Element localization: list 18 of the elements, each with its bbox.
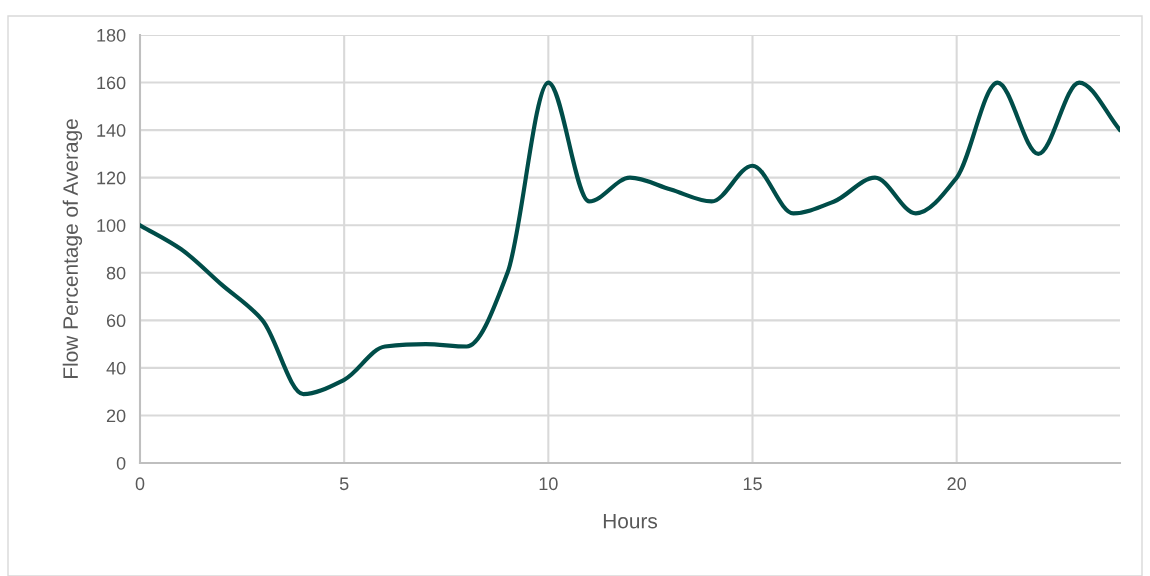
y-tick-label: 0 [116, 456, 126, 470]
y-tick-label: 140 [97, 124, 126, 137]
x-tick-label: 0 [135, 477, 145, 491]
y-tick-label: 80 [106, 266, 126, 280]
y-axis-title: Flow Percentage of Average [62, 119, 83, 378]
x-tick-label: 20 [947, 477, 966, 491]
y-tick-label: 120 [97, 171, 126, 185]
x-tick-label: 5 [339, 477, 349, 491]
y-tick-label: 100 [97, 219, 126, 232]
y-tick-label: 20 [106, 409, 126, 423]
line-series [140, 80, 1120, 397]
y-tick-label: 40 [106, 361, 126, 375]
x-axis-title: Hours [603, 513, 658, 529]
y-tick-label: 160 [97, 76, 126, 90]
y-tick-label: 60 [106, 314, 126, 328]
x-tick-label: 15 [743, 477, 762, 491]
x-tick-label: 10 [539, 477, 558, 491]
y-tick-label: 180 [97, 28, 126, 42]
